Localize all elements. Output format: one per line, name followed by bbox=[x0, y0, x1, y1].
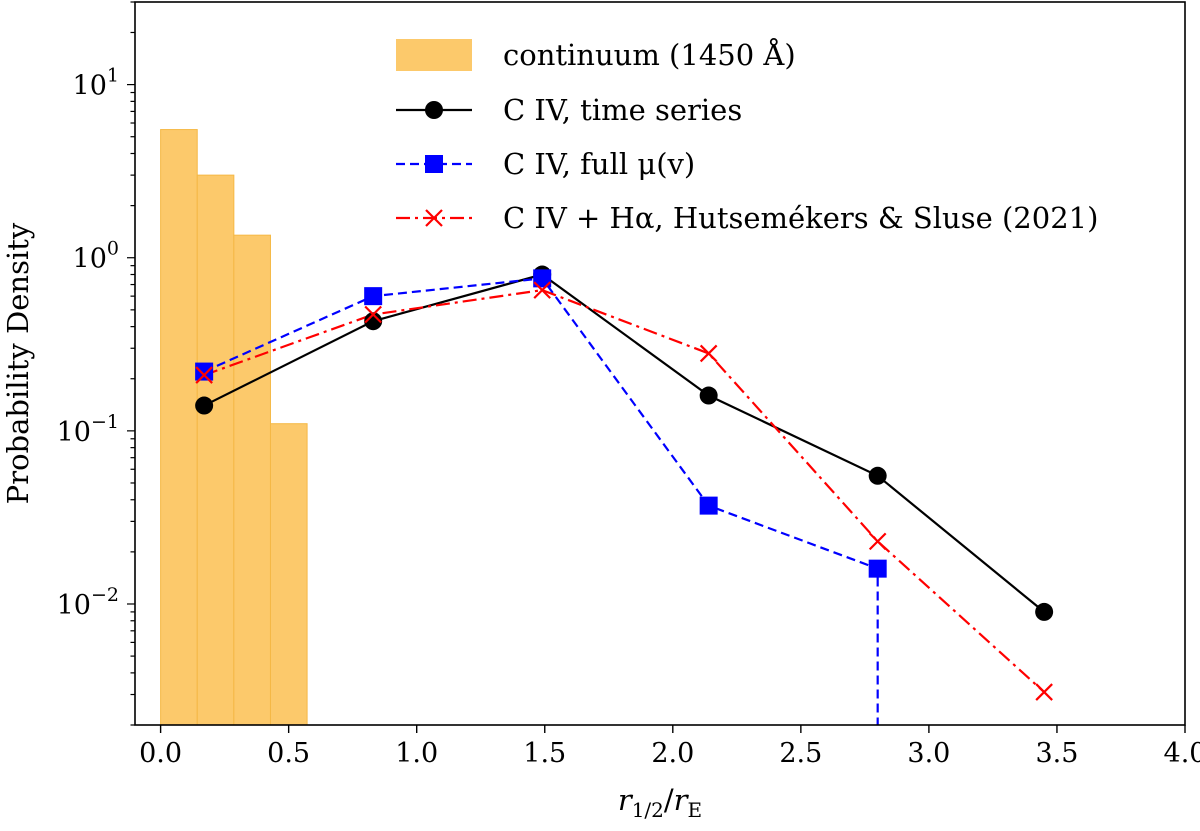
x-tick-label: 3.0 bbox=[907, 738, 950, 769]
legend-entry: C IV, time series bbox=[396, 93, 742, 127]
series-markers bbox=[195, 265, 1054, 701]
square-marker bbox=[699, 496, 718, 515]
histogram-bars bbox=[160, 129, 308, 725]
square-marker bbox=[868, 559, 887, 578]
legend-entry: continuum (1450 Å) bbox=[396, 37, 796, 72]
x-tick-label: 1.0 bbox=[395, 738, 438, 769]
circle-marker bbox=[364, 312, 383, 331]
y-axis-label: Probability Density bbox=[1, 222, 35, 504]
circle-marker bbox=[868, 466, 887, 485]
x-marker bbox=[533, 281, 551, 299]
circle-marker bbox=[699, 386, 718, 405]
circle-marker bbox=[1035, 602, 1054, 621]
series-lines bbox=[203, 273, 1045, 725]
x-tick-label: 2.5 bbox=[779, 738, 822, 769]
x-marker bbox=[868, 532, 887, 551]
legend-entry: C IV, full μ(v) bbox=[396, 147, 695, 181]
circle-marker bbox=[425, 101, 443, 119]
x-tick-label: 1.5 bbox=[523, 738, 566, 769]
x-marker bbox=[699, 344, 718, 363]
x-tick-label: 2.0 bbox=[651, 738, 694, 769]
legend-label: C IV, full μ(v) bbox=[503, 147, 695, 181]
x-tick-label: 3.5 bbox=[1035, 738, 1078, 769]
legend-entry: C IV + Hα, Hutsemékers & Sluse (2021) bbox=[396, 201, 1098, 235]
histogram-bar bbox=[233, 234, 271, 725]
plot-frame bbox=[134, 1, 1186, 726]
legend: continuum (1450 Å) C IV, time series C IV,… bbox=[396, 37, 1098, 235]
x-marker bbox=[195, 366, 213, 384]
square-marker bbox=[195, 362, 214, 381]
square-marker bbox=[425, 155, 443, 173]
histogram-bar bbox=[196, 174, 235, 725]
y-tick-label: 10−1 bbox=[57, 411, 119, 448]
histogram-bar bbox=[160, 129, 198, 725]
x-tick-label: 0.0 bbox=[139, 738, 182, 769]
legend-label: continuum (1450 Å) bbox=[503, 37, 796, 72]
y-tick-label: 10−2 bbox=[57, 584, 119, 621]
x-marker bbox=[364, 305, 382, 324]
legend-label: C IV + Hα, Hutsemékers & Sluse (2021) bbox=[503, 201, 1098, 235]
square-marker bbox=[533, 269, 552, 288]
histogram-bar bbox=[269, 423, 308, 725]
y-axis: 101 100 10−1 10−2 bbox=[57, 1, 135, 726]
legend-label: C IV, time series bbox=[503, 93, 742, 127]
series-line bbox=[203, 277, 879, 725]
series-line bbox=[203, 288, 1045, 693]
series-line bbox=[203, 273, 1045, 613]
x-axis: 0.0 0.5 1.0 1.5 2.0 2.5 3.0 3.5 4.0 bbox=[139, 725, 1200, 769]
x-tick-label: 0.5 bbox=[267, 738, 310, 769]
x-marker bbox=[1035, 683, 1053, 701]
x-axis-label: r1/2/rE bbox=[618, 783, 702, 822]
circle-marker bbox=[195, 396, 214, 415]
x-marker bbox=[425, 209, 443, 227]
legend-swatch bbox=[396, 39, 472, 71]
x-tick-label: 4.0 bbox=[1164, 738, 1200, 769]
y-tick-label: 100 bbox=[73, 238, 119, 275]
y-tick-label: 101 bbox=[73, 65, 119, 102]
square-marker bbox=[364, 287, 383, 306]
